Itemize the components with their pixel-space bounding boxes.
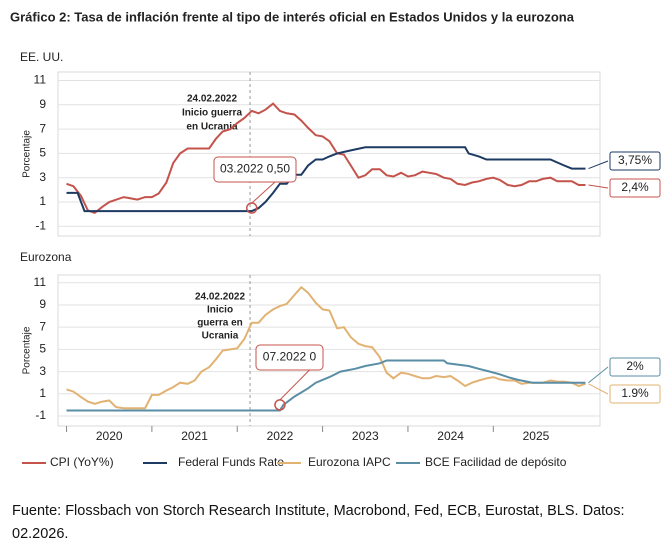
end-pointer bbox=[588, 366, 609, 384]
plot-frame bbox=[57, 71, 601, 237]
y-tick-label: 7 bbox=[39, 121, 46, 135]
callout-marker bbox=[246, 202, 258, 214]
end-label-box bbox=[609, 151, 661, 171]
chart: Gráfico 2: Tasa de inflación frente al t… bbox=[10, 9, 661, 469]
x-tick-label: 2021 bbox=[181, 429, 208, 443]
y-tick-label: 5 bbox=[39, 146, 46, 160]
callout-label: 07.2022 0 bbox=[263, 350, 317, 364]
event-label: en Ucrania bbox=[186, 122, 238, 133]
end-label: 2,4% bbox=[621, 180, 649, 194]
panel-title: Eurozona bbox=[20, 250, 72, 264]
plot-frame bbox=[57, 274, 601, 427]
event-label: Ucrania bbox=[202, 331, 239, 342]
end-label-box bbox=[609, 178, 661, 198]
panel-title: EE. UU. bbox=[20, 50, 63, 64]
source-note: Fuente: Flossbach von Storch Research In… bbox=[12, 503, 625, 542]
y-axis-label: Porcentaje bbox=[22, 130, 33, 178]
series-line bbox=[66, 359, 586, 412]
x-tick-label: 2024 bbox=[437, 429, 464, 443]
y-tick-label: 1 bbox=[39, 386, 46, 400]
y-tick-label: 7 bbox=[39, 319, 46, 333]
y-tick-label: 11 bbox=[34, 73, 47, 87]
callout-box bbox=[213, 156, 297, 183]
callout-marker bbox=[274, 399, 286, 411]
y-tick-label: 1 bbox=[39, 194, 46, 208]
x-tick-label: 2020 bbox=[96, 429, 123, 443]
y-tick-label: 11 bbox=[34, 275, 47, 289]
event-label: Inicio bbox=[207, 305, 233, 316]
y-tick-label: 9 bbox=[39, 97, 46, 111]
end-pointer bbox=[588, 160, 609, 170]
legend-label: Federal Funds Rate bbox=[178, 455, 284, 469]
chart-title: Gráfico 2: Tasa de inflación frente al t… bbox=[10, 9, 575, 24]
y-tick-label: 9 bbox=[39, 297, 46, 311]
end-label: 3,75% bbox=[618, 153, 652, 167]
legend-label: BCE Facilidad de depósito bbox=[425, 455, 567, 469]
y-tick-label: -1 bbox=[35, 218, 46, 232]
end-label: 1.9% bbox=[621, 386, 649, 400]
legend-label: CPI (YoY%) bbox=[50, 455, 114, 469]
y-tick-label: 3 bbox=[39, 364, 46, 378]
series-line bbox=[66, 146, 586, 213]
end-pointer bbox=[588, 184, 609, 189]
event-label: 24.02.2022 bbox=[187, 94, 237, 105]
x-tick-label: 2025 bbox=[523, 429, 550, 443]
y-tick-label: 3 bbox=[39, 170, 46, 184]
end-pointer bbox=[588, 383, 609, 395]
end-label: 2% bbox=[626, 359, 644, 373]
x-tick-label: 2022 bbox=[267, 429, 294, 443]
x-tick-label: 2023 bbox=[352, 429, 379, 443]
event-label: Inicio guerra bbox=[182, 108, 242, 119]
event-label: guerra en bbox=[197, 318, 243, 329]
end-label-box bbox=[609, 357, 661, 377]
event-label: 24.02.2022 bbox=[195, 292, 245, 303]
y-tick-label: 5 bbox=[39, 342, 46, 356]
callout-label: 03.2022 0,50 bbox=[220, 162, 290, 176]
y-tick-label: -1 bbox=[35, 408, 46, 422]
callout-connector bbox=[251, 181, 276, 204]
callout-connector bbox=[279, 369, 310, 401]
series-line bbox=[66, 285, 586, 410]
y-axis-label: Porcentaje bbox=[22, 326, 33, 374]
legend-label: Eurozona IAPC bbox=[308, 455, 391, 469]
callout-box bbox=[255, 344, 324, 371]
end-label-box bbox=[609, 384, 661, 404]
